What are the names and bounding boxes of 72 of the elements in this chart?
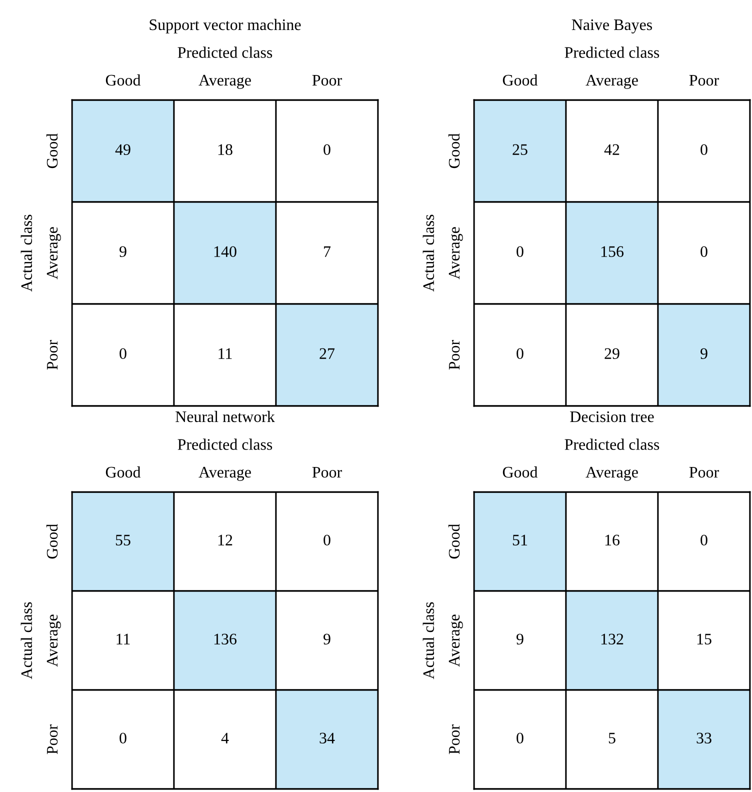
chart-title: Neural network (176, 410, 275, 422)
data-label: 0 (700, 144, 708, 155)
x-axis-title: Predicted class (178, 438, 272, 450)
chart-title: Support vector machine (150, 18, 301, 34)
data-label: 55 (116, 534, 130, 546)
data-label: 0 (516, 246, 524, 257)
y-tick-label: Poor (47, 724, 58, 754)
data-label: 156 (601, 246, 624, 257)
x-axis-title: Predicted class (178, 46, 272, 58)
x-tick-label: Poor (689, 75, 719, 86)
data-label: 34 (320, 732, 335, 744)
data-label: 42 (604, 144, 620, 155)
y-tick-label: Poor (47, 340, 58, 370)
data-label: 29 (604, 348, 620, 359)
x-axis-title: Predicted class (564, 438, 660, 450)
y-axis-title: Actual class (20, 214, 32, 292)
data-label: 0 (120, 348, 126, 359)
y-tick-label: Good (448, 133, 460, 168)
data-label: 4 (221, 732, 229, 744)
y-tick-label: Average (46, 614, 61, 667)
data-label: 5 (608, 732, 616, 744)
x-tick-label: Good (106, 466, 141, 478)
y-axis-title: Actual class (422, 214, 434, 292)
y-tick-label: Average (46, 227, 61, 280)
x-tick-label: Good (502, 466, 538, 478)
data-label: 9 (120, 246, 126, 257)
data-label: 33 (696, 732, 712, 744)
data-label: 11 (116, 634, 130, 644)
data-label: 51 (512, 534, 528, 546)
data-label: 0 (120, 732, 126, 744)
data-label: 27 (320, 348, 335, 359)
data-label: 15 (697, 634, 712, 644)
data-label: 0 (324, 144, 330, 155)
data-label: 16 (605, 534, 620, 546)
data-label: 9 (516, 634, 524, 644)
data-label: 132 (601, 634, 624, 644)
x-tick-label: Average (198, 74, 251, 89)
y-tick-label: Good (448, 524, 460, 559)
x-axis-title: Predicted class (564, 46, 660, 58)
y-axis-title: Actual class (422, 602, 434, 680)
data-label: 7 (324, 246, 331, 257)
data-label: 49 (115, 144, 130, 155)
x-tick-label: Average (586, 466, 638, 481)
data-label: 9 (700, 348, 708, 359)
data-label: 11 (218, 348, 232, 359)
chart-title: Decision tree (570, 411, 654, 422)
data-label: 0 (700, 246, 708, 257)
y-tick-label: Poor (449, 340, 460, 370)
x-tick-label: Good (106, 74, 141, 86)
data-label: 0 (324, 534, 330, 546)
chart-title: Naive Bayes (572, 19, 652, 34)
x-tick-label: Average (586, 74, 638, 89)
x-tick-label: Average (198, 466, 251, 481)
y-tick-label: Average (448, 614, 463, 667)
data-label: 18 (218, 144, 232, 155)
y-tick-label: Average (448, 227, 463, 280)
y-axis-title: Actual class (20, 602, 32, 680)
y-tick-label: Good (46, 524, 58, 559)
y-tick-label: Poor (449, 724, 460, 754)
data-label: 0 (516, 732, 524, 744)
data-label: 25 (512, 144, 528, 155)
x-tick-label: Poor (312, 467, 342, 478)
data-label: 12 (218, 534, 232, 546)
x-tick-label: Poor (689, 467, 719, 478)
data-label: 136 (214, 634, 237, 644)
data-label: 0 (700, 534, 708, 546)
data-label: 0 (516, 348, 524, 359)
data-label: 9 (324, 634, 330, 644)
y-tick-label: Good (46, 133, 58, 168)
x-tick-label: Good (502, 74, 538, 86)
x-tick-label: Poor (312, 75, 342, 86)
data-label: 140 (214, 246, 236, 257)
